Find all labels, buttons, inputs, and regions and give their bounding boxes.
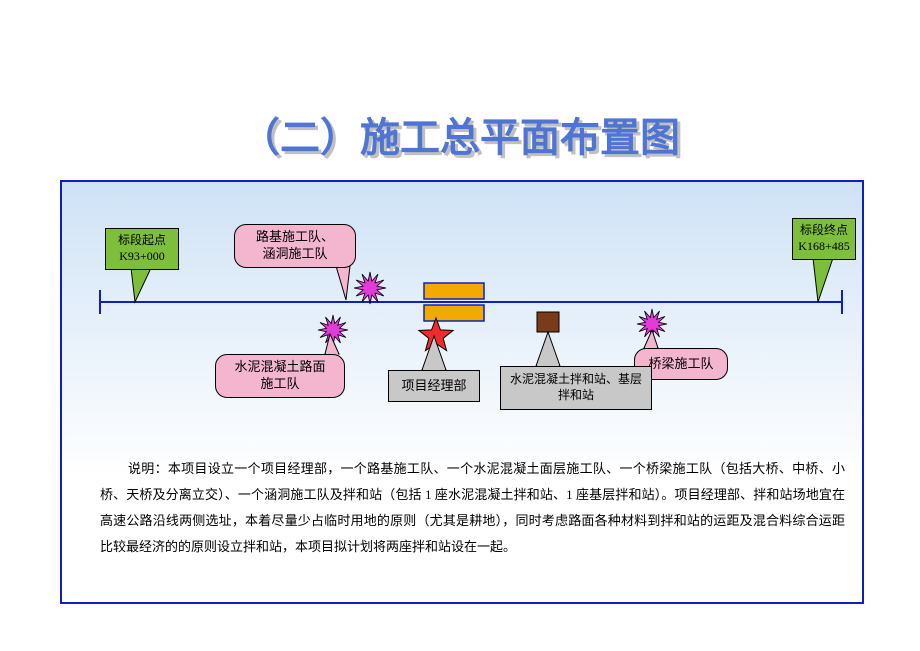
pavement-team-line2: 施工队: [234, 376, 325, 393]
page: （二）施工总平面布置图 标段起点 K93+000 标段终点 K168+485 路…: [0, 0, 920, 651]
mixing-station-callout: 水泥混凝土拌和站、基层 拌和站: [500, 366, 652, 410]
roadbase-team-line1: 路基施工队、: [256, 229, 334, 246]
end-km: K168+485: [798, 239, 849, 255]
description-text: 说明：本项目设立一个项目经理部，一个路基施工队、一个水泥混凝土面层施工队、一个桥…: [100, 456, 845, 560]
page-title: （二）施工总平面布置图: [0, 105, 920, 163]
start-label: 标段起点: [118, 233, 166, 249]
end-callout: 标段终点 K168+485: [792, 218, 856, 260]
bridge-team-line1: 桥梁施工队: [648, 356, 713, 373]
roadbase-team-callout: 路基施工队、 涵洞施工队: [234, 224, 356, 268]
start-callout: 标段起点 K93+000: [105, 228, 179, 270]
pm-callout: 项目经理部: [388, 370, 480, 402]
pavement-team-line1: 水泥混凝土路面: [234, 359, 325, 376]
pavement-team-callout: 水泥混凝土路面 施工队: [215, 354, 345, 398]
title-text: （二）施工总平面布置图: [240, 116, 680, 160]
start-km: K93+000: [118, 249, 166, 265]
mix-line2: 拌和站: [510, 388, 642, 404]
mix-line1: 水泥混凝土拌和站、基层: [510, 372, 642, 388]
end-label: 标段终点: [798, 223, 849, 239]
pm-label: 项目经理部: [401, 378, 466, 395]
roadbase-team-line2: 涵洞施工队: [256, 246, 334, 263]
